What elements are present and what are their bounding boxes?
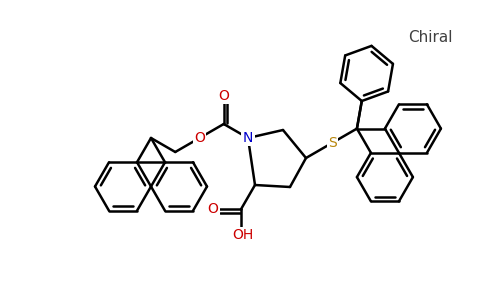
Text: N: N (243, 131, 253, 145)
Text: Chiral: Chiral (408, 31, 452, 46)
Text: O: O (208, 202, 218, 216)
Text: S: S (328, 136, 337, 150)
Text: O: O (194, 131, 205, 145)
Text: OH: OH (232, 228, 254, 242)
Text: O: O (218, 89, 229, 103)
